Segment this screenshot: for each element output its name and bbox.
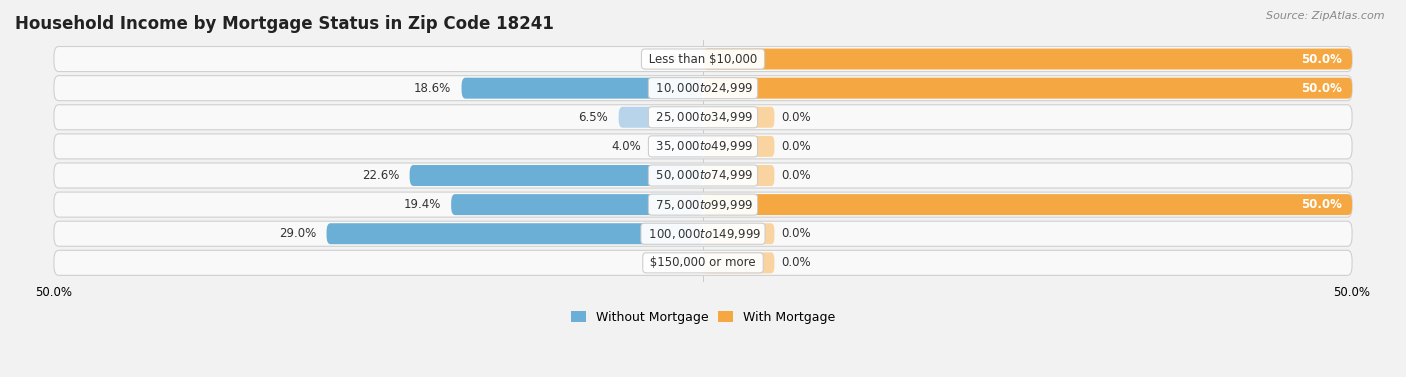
FancyBboxPatch shape [703,194,1353,215]
Text: $50,000 to $74,999: $50,000 to $74,999 [652,169,754,182]
FancyBboxPatch shape [703,252,775,273]
Legend: Without Mortgage, With Mortgage: Without Mortgage, With Mortgage [565,306,841,329]
Text: $150,000 or more: $150,000 or more [647,256,759,269]
FancyBboxPatch shape [53,134,1353,159]
FancyBboxPatch shape [619,107,703,128]
Text: $35,000 to $49,999: $35,000 to $49,999 [652,139,754,153]
Text: 4.0%: 4.0% [612,140,641,153]
Text: 0.0%: 0.0% [780,140,810,153]
Text: Household Income by Mortgage Status in Zip Code 18241: Household Income by Mortgage Status in Z… [15,15,554,33]
FancyBboxPatch shape [703,223,775,244]
FancyBboxPatch shape [461,78,703,99]
Text: $10,000 to $24,999: $10,000 to $24,999 [652,81,754,95]
Text: $100,000 to $149,999: $100,000 to $149,999 [644,227,762,241]
Text: 0.0%: 0.0% [668,256,697,269]
FancyBboxPatch shape [703,136,775,157]
FancyBboxPatch shape [703,78,1353,99]
Text: 0.0%: 0.0% [780,227,810,240]
FancyBboxPatch shape [703,49,1353,69]
Text: 0.0%: 0.0% [780,111,810,124]
Text: 50.0%: 50.0% [1301,82,1341,95]
Text: 50.0%: 50.0% [1301,52,1341,66]
FancyBboxPatch shape [451,194,703,215]
Text: 29.0%: 29.0% [278,227,316,240]
FancyBboxPatch shape [53,192,1353,217]
Text: 0.0%: 0.0% [780,169,810,182]
Text: $75,000 to $99,999: $75,000 to $99,999 [652,198,754,211]
Text: 0.0%: 0.0% [668,52,697,66]
FancyBboxPatch shape [53,163,1353,188]
FancyBboxPatch shape [53,76,1353,101]
FancyBboxPatch shape [53,46,1353,72]
FancyBboxPatch shape [53,105,1353,130]
Text: 50.0%: 50.0% [1301,198,1341,211]
FancyBboxPatch shape [409,165,703,186]
Text: 19.4%: 19.4% [404,198,441,211]
Text: $25,000 to $34,999: $25,000 to $34,999 [652,110,754,124]
Text: 22.6%: 22.6% [361,169,399,182]
FancyBboxPatch shape [326,223,703,244]
Text: Source: ZipAtlas.com: Source: ZipAtlas.com [1267,11,1385,21]
Text: 18.6%: 18.6% [413,82,451,95]
FancyBboxPatch shape [53,250,1353,275]
FancyBboxPatch shape [53,221,1353,246]
Text: 0.0%: 0.0% [780,256,810,269]
FancyBboxPatch shape [703,107,775,128]
FancyBboxPatch shape [651,136,703,157]
Text: Less than $10,000: Less than $10,000 [645,52,761,66]
FancyBboxPatch shape [703,165,775,186]
Text: 6.5%: 6.5% [578,111,609,124]
